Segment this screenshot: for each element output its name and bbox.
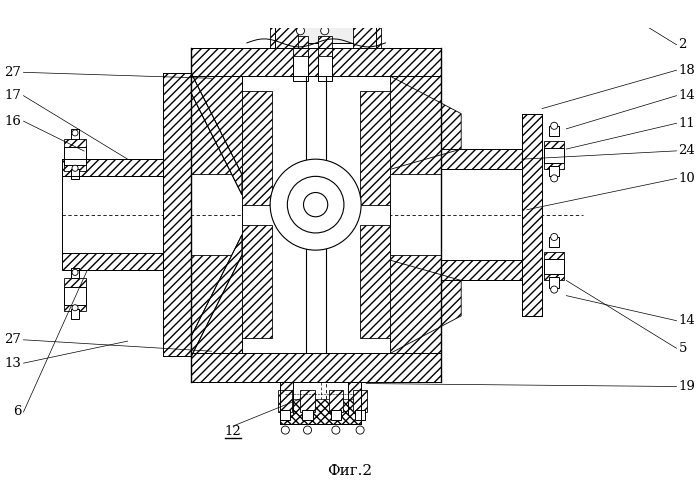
Text: 27: 27: [5, 333, 22, 346]
Bar: [549, 237, 559, 247]
Bar: [549, 126, 559, 136]
Bar: [270, 2, 298, 48]
Bar: [64, 147, 86, 165]
Circle shape: [72, 165, 78, 171]
Text: 24: 24: [678, 144, 695, 157]
Bar: [544, 259, 564, 274]
Bar: [64, 286, 86, 305]
Text: Фиг.2: Фиг.2: [328, 464, 372, 478]
Circle shape: [304, 193, 328, 217]
Bar: [71, 169, 79, 179]
Circle shape: [281, 426, 289, 434]
Text: 5: 5: [678, 342, 687, 355]
Bar: [360, 225, 391, 338]
Bar: [544, 252, 564, 281]
Bar: [544, 148, 564, 163]
Bar: [191, 353, 441, 382]
Bar: [64, 278, 86, 311]
Text: 2: 2: [678, 38, 687, 51]
Bar: [278, 390, 293, 412]
Polygon shape: [391, 76, 461, 169]
Bar: [241, 76, 391, 353]
Bar: [358, 0, 377, 48]
Bar: [191, 255, 242, 382]
Text: 18: 18: [678, 64, 695, 77]
Text: 14: 14: [678, 89, 695, 102]
Bar: [293, 36, 307, 56]
Circle shape: [321, 27, 329, 35]
Text: 17: 17: [5, 89, 22, 102]
Bar: [348, 382, 361, 424]
Bar: [71, 309, 79, 319]
Circle shape: [72, 270, 78, 275]
Bar: [522, 114, 542, 316]
Bar: [71, 269, 79, 278]
Circle shape: [551, 175, 558, 182]
Bar: [549, 166, 559, 176]
Circle shape: [551, 233, 558, 241]
Bar: [360, 91, 391, 205]
Circle shape: [287, 176, 344, 233]
Circle shape: [296, 27, 304, 35]
Text: 11: 11: [678, 117, 695, 130]
Bar: [329, 390, 343, 412]
Text: 10: 10: [678, 172, 695, 185]
Circle shape: [356, 426, 364, 434]
Bar: [62, 253, 163, 270]
Bar: [62, 159, 163, 176]
Circle shape: [551, 286, 558, 293]
Text: 6: 6: [13, 406, 22, 418]
Text: 12: 12: [225, 425, 242, 438]
Bar: [441, 149, 522, 169]
Polygon shape: [191, 73, 242, 195]
Text: 13: 13: [5, 356, 22, 369]
Bar: [191, 48, 441, 76]
Polygon shape: [391, 260, 461, 353]
Bar: [318, 36, 332, 56]
Circle shape: [332, 426, 340, 434]
Bar: [353, 2, 382, 48]
Bar: [391, 255, 441, 353]
Polygon shape: [191, 235, 242, 356]
Bar: [391, 76, 441, 174]
Bar: [293, 0, 358, 43]
Bar: [241, 91, 272, 205]
Bar: [300, 390, 314, 412]
Bar: [544, 141, 564, 169]
Bar: [280, 399, 361, 424]
Bar: [191, 48, 242, 174]
Bar: [163, 73, 191, 356]
Bar: [64, 139, 86, 171]
Bar: [275, 0, 293, 48]
Bar: [355, 410, 365, 420]
Circle shape: [270, 159, 361, 250]
Bar: [302, 410, 313, 420]
Bar: [280, 410, 290, 420]
Bar: [353, 390, 368, 412]
Text: 27: 27: [5, 66, 22, 79]
Bar: [549, 277, 559, 287]
Circle shape: [551, 122, 558, 129]
Bar: [441, 260, 522, 281]
Text: 19: 19: [678, 380, 695, 393]
Bar: [71, 129, 79, 139]
Circle shape: [304, 426, 312, 434]
Bar: [331, 410, 341, 420]
Text: 16: 16: [5, 114, 22, 128]
Circle shape: [72, 130, 78, 136]
Bar: [293, 53, 307, 81]
Bar: [280, 382, 293, 424]
Text: 14: 14: [678, 314, 695, 327]
Bar: [241, 225, 272, 338]
Circle shape: [72, 305, 78, 311]
Bar: [318, 53, 332, 81]
